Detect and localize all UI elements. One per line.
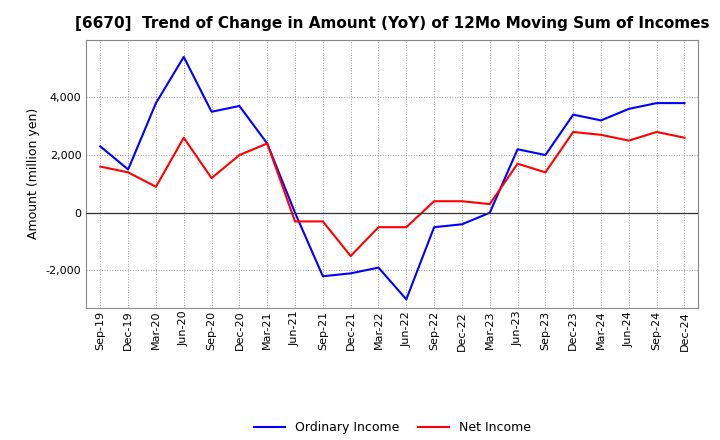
Net Income (291, 219, 300, 224)
Ordinary Income (624, 106, 633, 111)
Ordinary Income (263, 141, 271, 146)
Net Income (152, 184, 161, 190)
Net Income (179, 135, 188, 140)
Net Income (485, 202, 494, 207)
Ordinary Income (402, 297, 410, 302)
Net Income (513, 161, 522, 166)
Ordinary Income (207, 109, 216, 114)
Ordinary Income (179, 54, 188, 59)
Ordinary Income (96, 144, 104, 149)
Ordinary Income (541, 152, 550, 158)
Net Income (597, 132, 606, 137)
Net Income (124, 170, 132, 175)
Net Income (430, 198, 438, 204)
Net Income (207, 176, 216, 181)
Net Income (624, 138, 633, 143)
Ordinary Income (291, 210, 300, 216)
Ordinary Income (569, 112, 577, 117)
Net Income (680, 135, 689, 140)
Ordinary Income (346, 271, 355, 276)
Y-axis label: Amount (million yen): Amount (million yen) (27, 108, 40, 239)
Net Income (652, 129, 661, 135)
Legend: Ordinary Income, Net Income: Ordinary Income, Net Income (248, 416, 536, 439)
Net Income (318, 219, 327, 224)
Line: Ordinary Income: Ordinary Income (100, 57, 685, 299)
Net Income (96, 164, 104, 169)
Ordinary Income (374, 265, 383, 270)
Net Income (569, 129, 577, 135)
Net Income (263, 141, 271, 146)
Ordinary Income (152, 100, 161, 106)
Ordinary Income (235, 103, 243, 109)
Net Income (346, 253, 355, 259)
Ordinary Income (513, 147, 522, 152)
Ordinary Income (430, 224, 438, 230)
Net Income (235, 152, 243, 158)
Ordinary Income (680, 100, 689, 106)
Net Income (541, 170, 550, 175)
Ordinary Income (652, 100, 661, 106)
Ordinary Income (124, 167, 132, 172)
Line: Net Income: Net Income (100, 132, 685, 256)
Ordinary Income (485, 210, 494, 216)
Net Income (374, 224, 383, 230)
Ordinary Income (458, 222, 467, 227)
Ordinary Income (318, 274, 327, 279)
Net Income (458, 198, 467, 204)
Net Income (402, 224, 410, 230)
Ordinary Income (597, 118, 606, 123)
Title: [6670]  Trend of Change in Amount (YoY) of 12Mo Moving Sum of Incomes: [6670] Trend of Change in Amount (YoY) o… (75, 16, 710, 32)
